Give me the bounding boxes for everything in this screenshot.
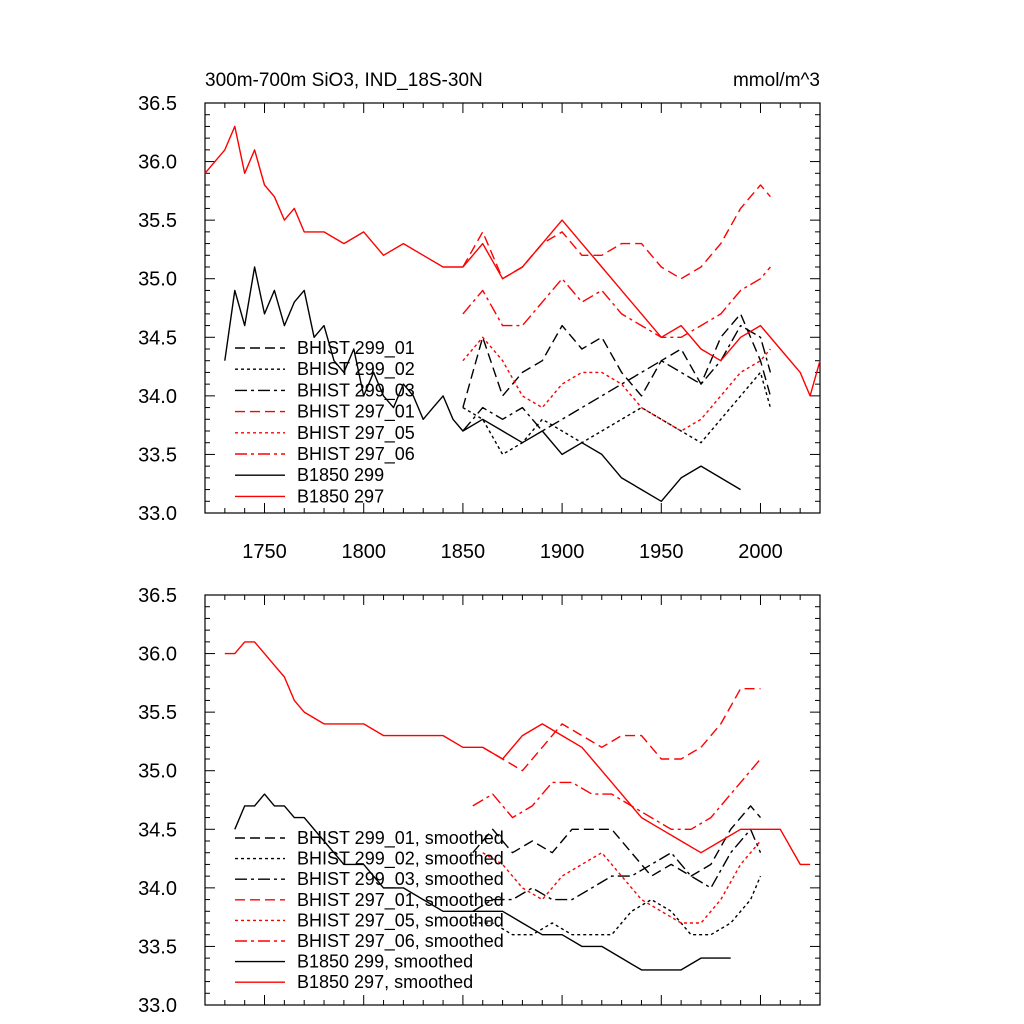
x-tick-label: 1800 bbox=[341, 541, 386, 563]
y-tick-label: 36.0 bbox=[138, 644, 177, 666]
legend-label: BHIST 299_03 bbox=[297, 380, 415, 401]
series-line bbox=[462, 324, 772, 432]
series-line bbox=[472, 758, 762, 830]
top-chart-units: mmol/m^3 bbox=[733, 70, 820, 91]
x-tick-label: 1900 bbox=[540, 541, 585, 563]
x-tick-label: 1850 bbox=[441, 541, 486, 563]
legend-label: BHIST 297_06 bbox=[297, 444, 415, 465]
series-line bbox=[462, 371, 772, 456]
y-tick-label: 33.0 bbox=[138, 503, 177, 525]
x-tick-label: 1750 bbox=[242, 541, 287, 563]
legend-label: B1850 299 bbox=[297, 465, 384, 485]
legend-label: BHIST 297_06, smoothed bbox=[297, 931, 504, 952]
series-line bbox=[462, 313, 772, 408]
legend-label: BHIST 299_02, smoothed bbox=[297, 849, 504, 870]
y-tick-label: 34.0 bbox=[138, 878, 177, 900]
bottom-series-lines bbox=[224, 641, 811, 971]
legend-label: BHIST 297_05 bbox=[297, 423, 415, 444]
legend-label: BHIST 297_05, smoothed bbox=[297, 910, 504, 931]
series-line bbox=[224, 641, 811, 866]
series-line bbox=[462, 336, 771, 432]
series-line bbox=[234, 793, 731, 971]
legend-label: B1850 297 bbox=[297, 486, 384, 506]
x-tick-label: 1950 bbox=[639, 541, 684, 563]
series-line bbox=[204, 125, 821, 397]
x-tick-label: 2000 bbox=[738, 541, 783, 563]
series-line bbox=[472, 828, 762, 912]
y-tick-label: 34.0 bbox=[138, 386, 177, 408]
bottom-y-tick-labels: 33.0 33.5 34.0 34.5 35.0 35.5 36.0 36.5 bbox=[138, 585, 177, 1017]
y-tick-label: 33.5 bbox=[138, 444, 177, 466]
top-panel: 300m-700m SiO3, IND_18S-30N mmol/m^3 33.… bbox=[138, 70, 821, 563]
legend-label: BHIST 299_03, smoothed bbox=[297, 869, 504, 890]
top-axis-ticks bbox=[205, 102, 821, 514]
y-tick-label: 34.5 bbox=[138, 819, 177, 841]
top-x-tick-labels: 1750 1800 1850 1900 1950 2000 bbox=[242, 541, 782, 563]
series-line bbox=[462, 266, 771, 338]
legend-label: B1850 299, smoothed bbox=[297, 952, 473, 972]
series-line bbox=[472, 875, 762, 936]
y-tick-label: 36.5 bbox=[138, 93, 177, 115]
series-line bbox=[482, 840, 762, 924]
y-tick-label: 35.0 bbox=[138, 761, 177, 783]
legend-label: BHIST 299_02 bbox=[297, 359, 415, 380]
series-line bbox=[224, 266, 741, 502]
legend-label: BHIST 297_01, smoothed bbox=[297, 890, 504, 911]
y-tick-label: 35.5 bbox=[138, 702, 177, 724]
series-line bbox=[482, 688, 761, 772]
y-tick-label: 35.0 bbox=[138, 269, 177, 291]
top-y-tick-labels: 33.0 33.5 34.0 34.5 35.0 35.5 36.0 36.5 bbox=[138, 93, 177, 525]
y-tick-label: 35.5 bbox=[138, 210, 177, 232]
bottom-axis-ticks bbox=[205, 594, 821, 1006]
y-tick-label: 36.0 bbox=[138, 152, 177, 174]
legend-label: BHIST 297_01 bbox=[297, 402, 415, 423]
y-tick-label: 36.5 bbox=[138, 585, 177, 607]
series-line bbox=[472, 805, 762, 877]
legend-label: BHIST 299_01, smoothed bbox=[297, 828, 504, 849]
y-tick-label: 33.5 bbox=[138, 936, 177, 958]
legend-label: BHIST 299_01 bbox=[297, 338, 415, 359]
top-chart-title: 300m-700m SiO3, IND_18S-30N bbox=[205, 70, 483, 91]
top-series-lines bbox=[204, 125, 821, 502]
bottom-panel: 33.0 33.5 34.0 34.5 35.0 35.5 36.0 36.5 BHIST 2… bbox=[138, 585, 821, 1017]
y-tick-label: 33.0 bbox=[138, 995, 177, 1017]
series-line bbox=[462, 184, 771, 280]
top-plot-frame bbox=[204, 102, 821, 514]
legend-label: B1850 297, smoothed bbox=[297, 972, 473, 992]
bottom-plot-frame bbox=[204, 594, 821, 1006]
y-tick-label: 34.5 bbox=[138, 327, 177, 349]
